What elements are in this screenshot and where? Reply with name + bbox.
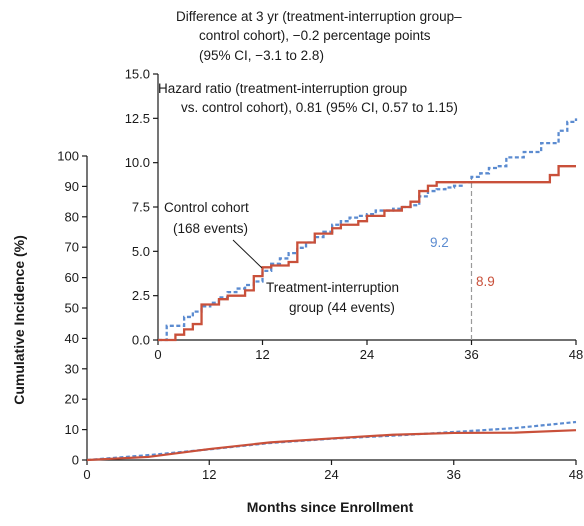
inset-x-tick-label: 0 [154, 347, 161, 362]
control-cohort-pointer [232, 239, 263, 269]
main-x-tick-label: 12 [202, 467, 216, 482]
inset-x-tick-label: 24 [360, 347, 374, 362]
inset-x-tick-label: 12 [255, 347, 269, 362]
difference-annotation-line-2: control cohort), −0.2 percentage points [199, 28, 431, 43]
x-axis-title: Months since Enrollment [247, 499, 414, 515]
inset-x-tick-label: 36 [464, 347, 478, 362]
difference-annotation-line-3: (95% CI, −3.1 to 2.8) [199, 48, 324, 63]
main-y-tick-label: 50 [65, 301, 79, 316]
main-treatment-group-line [86, 429, 577, 462]
inset-y-tick-label: 10.0 [125, 155, 150, 170]
main-x-tick-label: 48 [569, 467, 583, 482]
inset-y-tick-label: 7.5 [132, 200, 150, 215]
main-y-tick-label: 40 [65, 331, 79, 346]
y-axis-title: Cumulative Incidence (%) [11, 235, 27, 405]
treatment-group-label-line-2: group (44 events) [289, 300, 395, 315]
inset-treatment-group-line [158, 165, 576, 342]
hazard-ratio-annotation-line-2: vs. control cohort), 0.81 (95% CI, 0.57 … [181, 100, 458, 115]
main-y-tick-label: 80 [65, 209, 79, 224]
control-cohort-label-line-1: Control cohort [164, 200, 249, 215]
inset-y-tick-label: 0.0 [132, 333, 150, 348]
inset-y-tick-label: 15.0 [125, 67, 150, 82]
main-y-tick-label: 10 [65, 422, 79, 437]
main-y-tick-label: 20 [65, 392, 79, 407]
main-x-tick-label: 0 [83, 467, 90, 482]
main-y-tick-label: 90 [65, 179, 79, 194]
main-x-tick-label: 24 [324, 467, 338, 482]
main-y-tick-label: 30 [65, 361, 79, 376]
main-y-tick-label: 70 [65, 240, 79, 255]
main-y-tick-label: 0 [72, 453, 79, 468]
inset-y-tick-label: 2.5 [132, 288, 150, 303]
main-series [86, 420, 577, 462]
inset-y-tick-label: 12.5 [125, 111, 150, 126]
main-control-cohort-line [86, 420, 577, 462]
hazard-ratio-annotation-line-1: Hazard ratio (treatment-interruption gro… [158, 81, 407, 96]
main-y-tick-label: 100 [57, 149, 79, 164]
main-x-tick-label: 36 [447, 467, 461, 482]
inset-control-cohort-line [158, 118, 578, 342]
control-value-at-36-months: 9.2 [430, 235, 449, 250]
main-axes: 0 12 24 36 48 0 10 20 30 40 50 60 70 80 90 100 [57, 149, 583, 483]
difference-annotation-line-1: Difference at 3 yr (treatment-interrupti… [176, 9, 462, 24]
inset-x-tick-label: 48 [569, 347, 583, 362]
treatment-group-label-line-1: Treatment-interruption [266, 280, 399, 295]
main-y-tick-label: 60 [65, 270, 79, 285]
inset-series [158, 118, 578, 342]
control-cohort-label-line-2: (168 events) [173, 221, 248, 236]
treatment-value-at-36-months: 8.9 [476, 274, 495, 289]
inset-axes: 0 12 24 36 48 0.0 2.5 5.0 7.5 10.0 12.5 15.0 [125, 67, 584, 363]
inset-y-tick-label: 5.0 [132, 244, 150, 259]
